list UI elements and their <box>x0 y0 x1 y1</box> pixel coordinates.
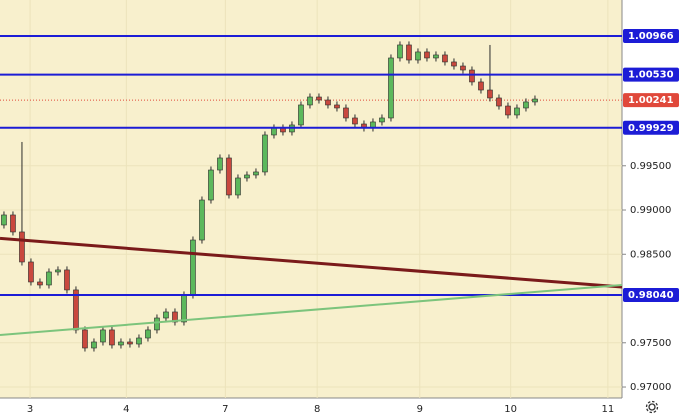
candle-body <box>442 54 448 63</box>
y-tick-label: 0.97500 <box>630 338 671 349</box>
candle-body <box>1 214 7 226</box>
candle-body <box>406 44 412 61</box>
candle-body <box>10 214 16 233</box>
level-label-box <box>623 93 679 108</box>
candle-body <box>190 239 196 296</box>
candle-body <box>91 341 97 349</box>
x-tick-label: 10 <box>504 404 517 415</box>
candle-body <box>514 107 520 116</box>
candle-body <box>397 44 403 59</box>
candle-body <box>181 294 187 323</box>
candle-body <box>37 281 43 286</box>
candle-body <box>415 51 421 61</box>
candle-body <box>478 81 484 91</box>
settings-icon-ring <box>645 400 659 414</box>
price-axis <box>622 0 680 398</box>
level-label: 0.98040 <box>628 290 674 301</box>
candle-body <box>424 51 430 59</box>
candle-body <box>460 65 466 71</box>
y-tick-label: 0.98500 <box>630 249 671 260</box>
candle-body <box>469 69 475 83</box>
level-label-box <box>623 120 679 135</box>
candle-body <box>154 317 160 331</box>
trend-line <box>0 283 623 336</box>
candle-body <box>28 261 34 283</box>
y-tick-label: 0.99000 <box>630 205 671 216</box>
candle-body <box>55 269 61 273</box>
x-tick-label: 3 <box>27 404 33 415</box>
candle-body <box>433 54 439 59</box>
candle-body <box>226 157 232 196</box>
overlay <box>0 35 623 336</box>
candle-body <box>208 169 214 201</box>
level-label-box <box>623 29 679 44</box>
candle-body <box>163 311 169 319</box>
candle-body <box>82 329 88 349</box>
candle-body <box>19 231 25 263</box>
settings-icon-core <box>648 403 656 411</box>
candle-body <box>217 157 223 171</box>
x-tick-label: 7 <box>222 404 228 415</box>
x-tick-label: 8 <box>314 404 320 415</box>
plot-background <box>0 0 622 398</box>
x-tick-label: 11 <box>602 404 615 415</box>
level-label: 1.00241 <box>628 95 674 106</box>
level-label-box <box>623 67 679 82</box>
candle-body <box>451 61 457 67</box>
candle-body <box>316 96 322 101</box>
candle-body <box>100 329 106 343</box>
candle-body <box>523 101 529 109</box>
candle-body <box>172 311 178 323</box>
trend-line <box>0 236 623 289</box>
candle-body <box>487 89 493 99</box>
candle-body <box>73 289 79 331</box>
candle-body <box>199 199 205 241</box>
candle-body <box>136 337 142 345</box>
candle-body <box>325 99 331 106</box>
candle-body <box>271 127 277 136</box>
candle-body <box>532 98 538 103</box>
candle-body <box>379 117 385 123</box>
candle-body <box>253 171 259 176</box>
candle-body <box>307 96 313 106</box>
candle-body <box>145 329 151 339</box>
candle-body <box>496 97 502 107</box>
candle-body <box>46 271 52 286</box>
candle-body <box>127 341 133 345</box>
level-label-box <box>623 287 679 302</box>
candle-body <box>505 105 511 116</box>
level-label: 1.00530 <box>628 70 674 81</box>
candle-body <box>109 329 115 346</box>
candle-body <box>64 269 70 291</box>
candle-body <box>118 341 124 346</box>
x-tick-label: 4 <box>123 404 129 415</box>
candle-body <box>244 174 250 179</box>
settings-icon[interactable] <box>645 400 659 414</box>
candle-body <box>388 57 394 119</box>
level-label: 1.00966 <box>628 31 674 42</box>
candle-body <box>235 177 241 196</box>
candle-body <box>298 104 304 126</box>
x-tick-label: 9 <box>417 404 423 415</box>
candle-body <box>262 134 268 173</box>
y-tick-label: 0.97000 <box>630 382 671 393</box>
level-label: 0.99929 <box>628 123 674 134</box>
candle-body <box>352 117 358 125</box>
candle-body <box>334 104 340 109</box>
candle-body <box>343 107 349 119</box>
y-tick-label: 0.99500 <box>630 161 671 172</box>
time-axis <box>0 398 680 420</box>
